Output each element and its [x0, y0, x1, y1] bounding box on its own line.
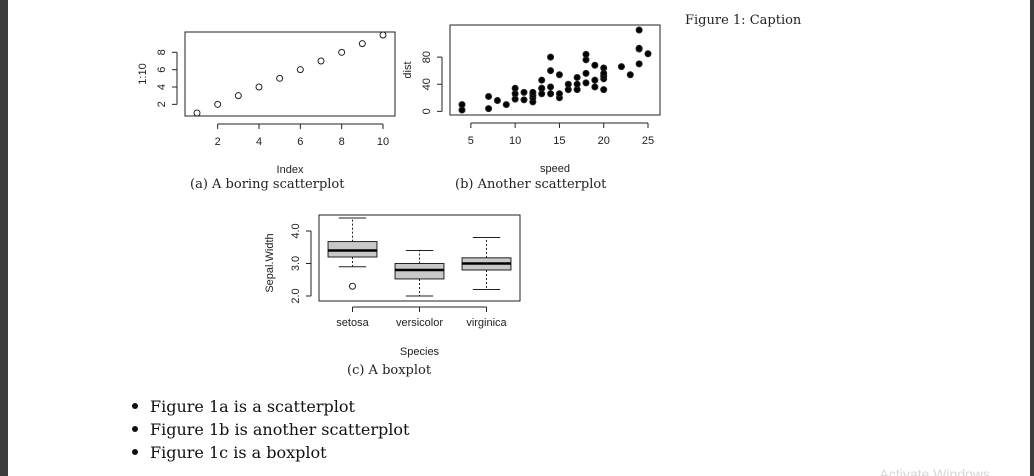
bullet-icon — [132, 403, 138, 409]
data-point — [493, 97, 501, 105]
data-point — [626, 71, 634, 79]
data-point — [635, 26, 643, 34]
document-page: Figure 1: Caption 2 4 6 8 10 2 4 6 8 Index 1:10 (a… — [8, 0, 1030, 476]
x-axis-title: speed — [540, 163, 570, 175]
plot-frame — [449, 24, 661, 116]
y-axis-title: Sepal.Width — [264, 233, 276, 292]
data-point — [502, 101, 510, 109]
data-point — [555, 71, 563, 79]
list-item: Figure 1a is a scatterplot — [128, 395, 409, 418]
data-point — [591, 61, 599, 69]
bullet-icon — [132, 449, 138, 455]
scatterplot-b: 5 10 15 20 25 0 40 80 speed dist — [402, 24, 661, 175]
x-tick-label: 25 — [642, 135, 654, 147]
scatterplot-a: 2 4 6 8 10 2 4 6 8 Index 1:10 — [137, 31, 396, 176]
data-point — [573, 73, 581, 81]
x-tick-label: virginica — [466, 317, 507, 329]
data-point — [529, 88, 537, 96]
subcaption-b: (b) Another scatterplot — [455, 177, 607, 192]
data-point — [564, 80, 572, 88]
x-axis-title: Index — [277, 164, 304, 176]
x-tick-label: 4 — [256, 136, 262, 148]
x-tick-label: 20 — [598, 135, 610, 147]
y-tick-label: 80 — [421, 51, 433, 63]
data-point — [276, 74, 284, 82]
data-point — [644, 50, 652, 58]
data-point — [538, 76, 546, 84]
x-tick-label: setosa — [336, 317, 369, 329]
data-point — [582, 79, 590, 87]
data-point — [538, 84, 546, 92]
data-point — [520, 96, 528, 104]
data-point — [591, 76, 599, 84]
subcaption-a: (a) A boring scatterplot — [190, 177, 345, 192]
data-point — [617, 63, 625, 71]
data-point — [582, 69, 590, 77]
data-point — [358, 40, 366, 48]
x-tick-label: versicolor — [396, 317, 443, 329]
y-tick-label: 40 — [421, 78, 433, 90]
x-tick-label: 6 — [297, 136, 303, 148]
x-tick-label: 8 — [339, 136, 345, 148]
x-axis-title: Species — [400, 346, 440, 358]
y-axis-title: dist — [402, 61, 414, 78]
data-point — [214, 100, 222, 108]
x-tick-label: 5 — [468, 135, 474, 147]
data-point — [458, 101, 466, 109]
x-tick-label: 10 — [377, 136, 389, 148]
y-tick-label: 6 — [156, 67, 168, 73]
y-tick-label: 0 — [421, 108, 433, 114]
plot-frame — [184, 31, 396, 117]
y-tick-label: 2.0 — [290, 288, 302, 303]
data-point — [255, 83, 263, 91]
data-point — [547, 83, 555, 91]
outlier-point — [349, 282, 356, 290]
data-point — [296, 66, 304, 74]
data-point — [520, 88, 528, 96]
data-point — [555, 90, 563, 98]
activation-watermark: Activate Windows — [879, 466, 990, 476]
subcaption-c: (c) A boxplot — [347, 363, 432, 378]
x-tick-label: 2 — [215, 136, 221, 148]
list-item: Figure 1c is a boxplot — [128, 441, 409, 464]
data-point — [582, 50, 590, 58]
data-point — [573, 80, 581, 88]
bullet-icon — [132, 426, 138, 432]
y-tick-label: 4.0 — [290, 223, 302, 238]
data-point — [547, 53, 555, 61]
figure-caption: Figure 1: Caption — [685, 13, 802, 28]
data-point — [635, 44, 643, 52]
y-tick-label: 4 — [156, 84, 168, 90]
data-point — [635, 60, 643, 68]
y-tick-label: 2 — [156, 101, 168, 107]
data-point — [547, 67, 555, 75]
data-point — [547, 90, 555, 98]
y-tick-label: 8 — [156, 49, 168, 55]
data-point — [338, 48, 346, 56]
data-point — [600, 86, 608, 94]
x-tick-label: 10 — [509, 135, 521, 147]
data-point — [485, 105, 493, 113]
plot-frame — [318, 214, 521, 302]
x-tick-label: 15 — [553, 135, 565, 147]
bullet-list: Figure 1a is a scatterplot Figure 1b is … — [128, 395, 409, 464]
boxplot-c: 2.0 3.0 4.0 Sepal.Width setosa versicolor virg… — [264, 214, 521, 358]
data-point — [193, 109, 201, 117]
data-point — [591, 83, 599, 91]
data-point — [234, 92, 242, 100]
data-point — [485, 92, 493, 100]
data-point — [379, 31, 387, 39]
list-item: Figure 1b is another scatterplot — [128, 418, 409, 441]
data-point — [511, 84, 519, 92]
data-point — [317, 57, 325, 65]
y-tick-label: 3.0 — [290, 256, 302, 271]
data-point — [600, 64, 608, 72]
y-axis-title: 1:10 — [137, 63, 149, 84]
